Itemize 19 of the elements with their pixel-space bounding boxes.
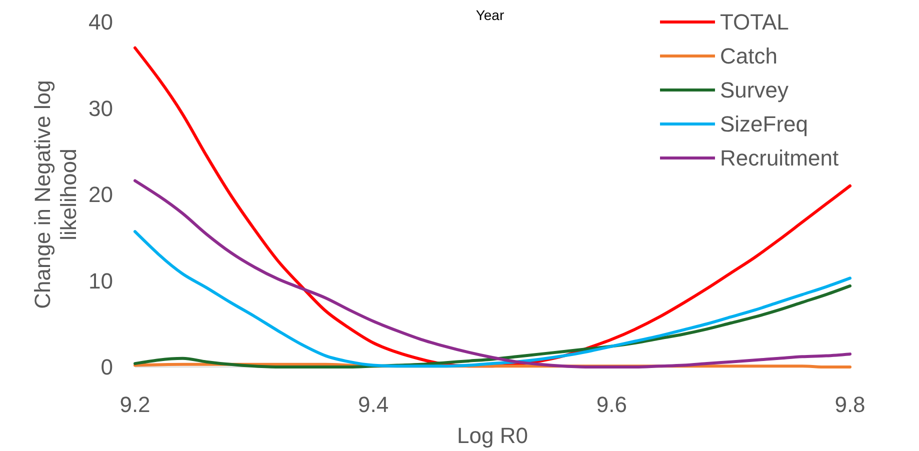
legend-label: Survey (720, 78, 788, 103)
legend-label: Recruitment (720, 146, 839, 171)
line-series (134, 230, 852, 368)
y-tick-label: 40 (88, 10, 113, 35)
x-tick-label: 9.4 (358, 392, 389, 417)
legend-label: Catch (720, 44, 778, 69)
y-tick-label: 10 (88, 268, 113, 294)
x-tick-label: 9.6 (596, 392, 627, 417)
x-tick-label: 9.8 (834, 392, 866, 417)
annotation: Year (476, 7, 504, 23)
legend-label: TOTAL (720, 10, 789, 35)
legend-label: SizeFreq (720, 112, 808, 137)
y-tick-label: 20 (88, 182, 113, 208)
y-axis-title: Change in Negative log likelihood (30, 80, 81, 309)
y-tick-label: 0 (100, 354, 113, 380)
y-tick-label: 30 (88, 96, 113, 121)
x-axis-title: Log R0 (457, 423, 528, 448)
line-series (134, 179, 852, 368)
x-tick-label: 9.2 (120, 392, 150, 417)
